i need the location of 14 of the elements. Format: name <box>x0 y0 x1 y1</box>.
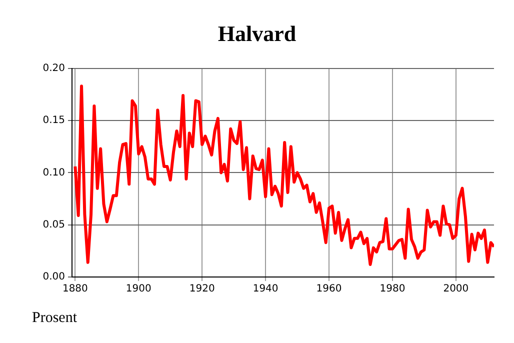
y-tick-label: 0.10 <box>42 167 65 178</box>
x-tick-label: 1960 <box>316 284 342 295</box>
x-tick-label: 1980 <box>380 284 406 295</box>
chart-title: Halvard <box>218 20 296 46</box>
x-tick-label: 1900 <box>126 284 152 295</box>
y-tick-label: 0.15 <box>42 115 65 126</box>
y-tick-label: 0.20 <box>42 62 65 74</box>
x-tick-label: 1940 <box>252 284 278 295</box>
y-tick-label: 0.05 <box>42 219 65 230</box>
y-axis-title: Prosent <box>32 310 78 326</box>
x-tick-label: 2000 <box>443 284 469 295</box>
y-tick-label: 0.00 <box>42 272 65 283</box>
x-tick-label: 1920 <box>189 284 215 295</box>
x-tick-label: 1880 <box>62 284 88 295</box>
